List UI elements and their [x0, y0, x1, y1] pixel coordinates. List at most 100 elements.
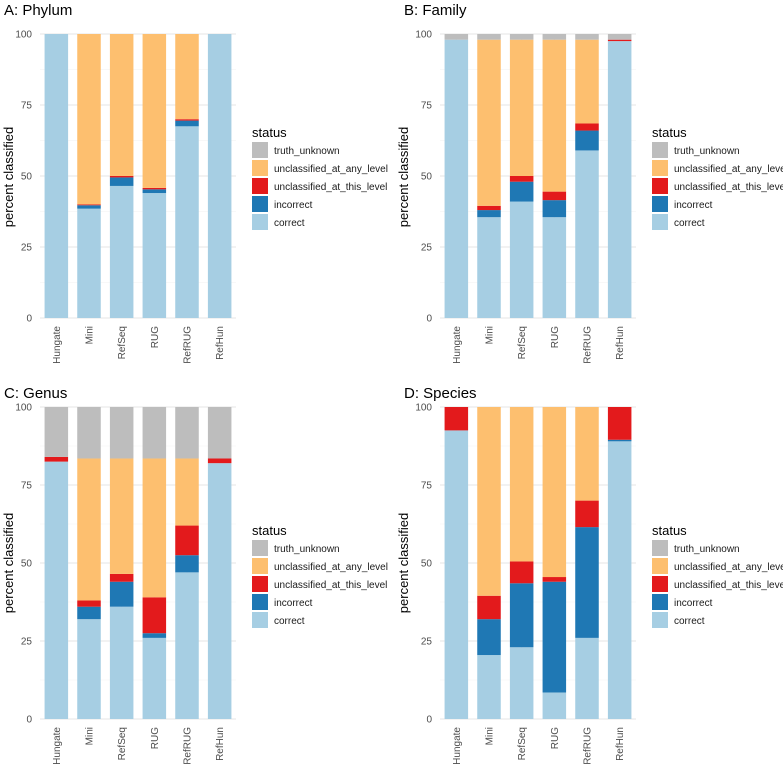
bar-segment-unclassified-at-this-level-hungate [44, 456, 69, 462]
bar-segment-unclassified-at-this-level-refhun [207, 458, 232, 464]
bar-segment-unclassified-at-this-level-rug [142, 597, 167, 634]
bar-segment-incorrect-refseq [509, 181, 534, 202]
panel-genus: C: Genus percent classified 0 25 50 75 100 Hu… [1, 385, 388, 765]
legend-label: correct [274, 218, 305, 229]
bar-segment-incorrect-refseq [509, 583, 534, 648]
bar-segment-correct-refhun [607, 41, 632, 318]
legend-label: unclassified_at_this_level [674, 580, 783, 591]
bar-segment-truth-unknown-mini [77, 407, 101, 459]
bar-segment-unclassified-at-this-level-mini [477, 205, 501, 211]
legend-label: unclassified_at_this_level [674, 182, 783, 193]
bar-segment-unclassified-at-any-level-refrug [575, 407, 599, 501]
legend: truth_unknown unclassified_at_any_levelun… [252, 540, 388, 628]
y-tick-label: 75 [421, 481, 433, 492]
x-tick-label: RefHun [215, 727, 226, 761]
bar-segment-truth-unknown-refseq [109, 407, 134, 459]
x-tick-label: RefSeq [517, 326, 528, 359]
bar-segment-truth-unknown-rug [542, 34, 567, 40]
bar-segment-correct-refhun [607, 441, 632, 719]
x-tick-label: RefRUG [183, 326, 194, 364]
bar-segment-correct-rug [542, 692, 567, 719]
legend-swatch-incorrect [252, 594, 268, 610]
legend-title: status [652, 125, 687, 140]
plot-area: 0 25 50 75 100 Hungate Mini RefSeq RUG RefRUG RefH… [415, 403, 636, 765]
y-tick-label: 50 [421, 172, 433, 183]
bar-segment-correct-rug [142, 637, 167, 719]
bar-segment-unclassified-at-any-level-rug [542, 407, 567, 578]
bar-segment-unclassified-at-any-level-refseq [509, 407, 534, 562]
y-tick-label: 100 [415, 30, 432, 41]
y-tick-label: 25 [421, 243, 433, 254]
bar-segment-correct-rug [542, 217, 567, 318]
legend-swatch-truth-unknown [652, 142, 668, 158]
legend-swatch-incorrect [652, 196, 668, 212]
bar-segment-unclassified-at-any-level-refseq [109, 34, 134, 176]
x-tick-label: RefSeq [517, 727, 528, 760]
bar-segment-unclassified-at-any-level-rug [542, 39, 567, 192]
legend-swatch-unclassified-at-this-level [652, 178, 668, 194]
y-tick-label: 100 [15, 403, 32, 414]
bar-segment-truth-unknown-hungate [44, 407, 69, 457]
legend-label: unclassified_at_any_level [674, 562, 783, 573]
bar-segment-incorrect-mini [77, 606, 101, 620]
bar-segment-unclassified-at-this-level-refrug [175, 525, 199, 556]
y-tick-label: 0 [26, 715, 32, 726]
bar-segment-unclassified-at-any-level-refrug [175, 458, 199, 526]
x-tick-label: Hungate [452, 727, 463, 765]
legend-swatch-incorrect [252, 196, 268, 212]
legend-swatch-correct [252, 612, 268, 628]
bar-segment-truth-unknown-refrug [575, 34, 599, 40]
y-axis-label: percent classified [1, 513, 16, 613]
bar-segment-correct-refhun [207, 463, 232, 719]
bar-segment-correct-hungate [44, 34, 69, 318]
legend-title: status [252, 523, 287, 538]
x-tick-label: Mini [85, 326, 96, 344]
legend-label: unclassified_at_any_level [274, 164, 388, 175]
legend-label: incorrect [274, 200, 313, 211]
bar-segment-unclassified-at-any-level-refseq [509, 39, 534, 177]
bar-segment-unclassified-at-any-level-rug [142, 458, 167, 598]
panel-family: B: Family percent classified 0 25 50 75 100 H… [396, 2, 783, 364]
y-tick-label: 50 [21, 172, 33, 183]
bar-segment-unclassified-at-this-level-refrug [175, 119, 199, 121]
bar-segment-unclassified-at-this-level-rug [142, 187, 167, 190]
bar-segment-incorrect-refrug [175, 555, 199, 573]
legend-swatch-unclassified-at-any-level [252, 558, 268, 574]
x-tick-label: Mini [485, 326, 496, 344]
bar-segment-unclassified-at-this-level-mini [477, 595, 501, 620]
legend-swatch-unclassified-at-this-level [252, 576, 268, 592]
legend-label: correct [674, 218, 705, 229]
legend-label: incorrect [674, 598, 713, 609]
y-tick-label: 0 [26, 314, 32, 325]
bar-segment-correct-refrug [575, 150, 599, 318]
y-tick-label: 75 [21, 101, 33, 112]
bar-segment-unclassified-at-this-level-refseq [509, 176, 534, 182]
x-tick-label: RUG [150, 326, 161, 348]
y-axis-label: percent classified [396, 127, 411, 227]
legend-label: truth_unknown [674, 544, 740, 555]
bar-segment-truth-unknown-refhun [607, 34, 632, 40]
y-axis-label: percent classified [1, 127, 16, 227]
y-tick-label: 0 [426, 715, 432, 726]
legend-swatch-truth-unknown [652, 540, 668, 556]
x-tick-label: RefSeq [117, 326, 128, 359]
panel-title: B: Family [404, 2, 467, 19]
bar-segment-incorrect-refhun [607, 439, 632, 442]
legend-label: truth_unknown [674, 146, 740, 157]
bar-segment-correct-mini [477, 655, 501, 719]
bar-segment-truth-unknown-refseq [509, 34, 534, 40]
y-tick-label: 0 [426, 314, 432, 325]
bar-segment-correct-hungate [444, 39, 469, 319]
x-tick-label: RefRUG [183, 727, 194, 765]
bar-segment-unclassified-at-this-level-refhun [607, 407, 632, 440]
legend-swatch-incorrect [652, 594, 668, 610]
y-tick-label: 25 [21, 243, 33, 254]
y-tick-label: 75 [21, 481, 33, 492]
y-tick-label: 25 [421, 637, 433, 648]
bar-segment-unclassified-at-this-level-rug [542, 577, 567, 582]
bar-segment-unclassified-at-this-level-mini [77, 204, 101, 206]
bar-segment-incorrect-mini [477, 210, 501, 218]
bar-segment-correct-rug [142, 193, 167, 318]
bar-segment-unclassified-at-this-level-refseq [109, 176, 134, 178]
